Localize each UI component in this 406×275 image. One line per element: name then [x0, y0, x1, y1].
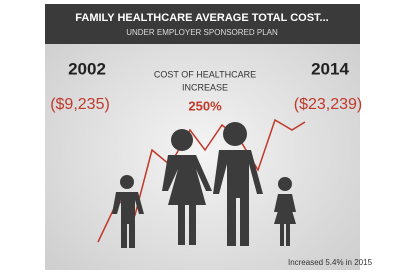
header-banner: [45, 4, 360, 44]
left-cost: ($9,235): [50, 96, 110, 113]
footnote: Increased 5.4% in 2015: [288, 258, 373, 267]
infographic: FAMILY HEALTHCARE AVERAGE TOTAL COST... …: [0, 0, 406, 275]
center-increase: 250%: [188, 98, 222, 113]
center-label-1: COST OF HEALTHCARE: [154, 69, 256, 79]
right-cost: ($23,239): [294, 96, 363, 113]
center-label-2: INCREASE: [182, 82, 228, 92]
right-year: 2014: [311, 59, 349, 78]
header-title: FAMILY HEALTHCARE AVERAGE TOTAL COST...: [75, 12, 328, 24]
left-year: 2002: [68, 59, 106, 78]
header-subtitle: UNDER EMPLOYER SPONSORED PLAN: [126, 28, 278, 37]
